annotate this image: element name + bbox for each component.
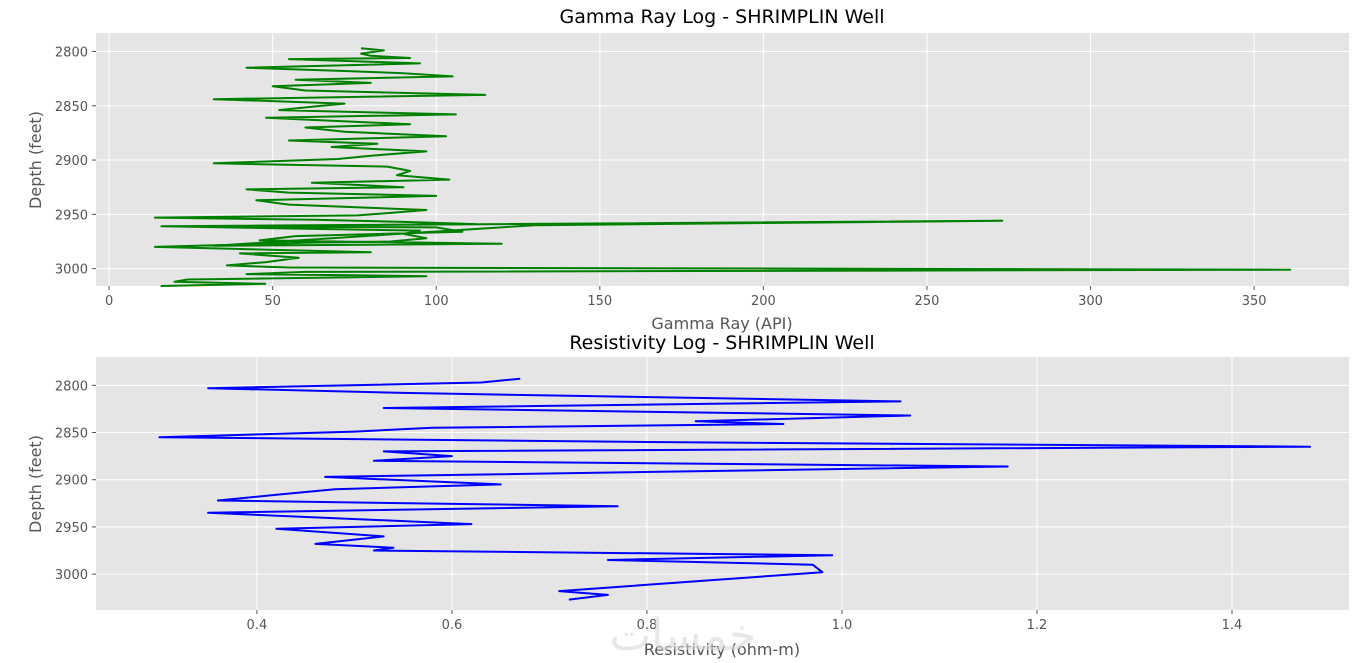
resistivity-ticks: 0.4 0.6 0.8 1.0 1.2 1.4 2800 2850 2900 2950 3000	[55, 379, 1242, 633]
gamma-ray-y-axis-label: Depth (feet)	[26, 111, 45, 209]
gamma-ray-x-tick-label: 300	[1078, 294, 1103, 309]
gamma-ray-x-tick-label: 0	[105, 294, 113, 309]
gamma-ray-x-tick-label: 200	[751, 294, 776, 309]
gamma-ray-x-tick-label: 350	[1242, 294, 1267, 309]
gamma-ray-y-tick-label: 2950	[55, 208, 88, 223]
gamma-ray-y-tick-label: 3000	[55, 263, 88, 278]
gamma-ray-ticks: 0 50 100 150 200 250 300 350 2800 2850 2900 2950 300…	[55, 45, 1267, 309]
resistivity-x-tick-label: 0.4	[247, 618, 268, 633]
gamma-ray-x-tick-label: 150	[587, 294, 612, 309]
resistivity-y-tick-label: 2950	[55, 521, 88, 536]
resistivity-x-tick-label: 1.2	[1027, 618, 1048, 633]
gamma-ray-series-line	[153, 47, 1292, 287]
resistivity-y-tick-label: 2850	[55, 427, 88, 442]
gamma-ray-x-axis-label: Gamma Ray (API)	[651, 314, 792, 333]
resistivity-x-tick-label: 1.4	[1222, 618, 1243, 633]
gamma-ray-y-tick-label: 2900	[55, 154, 88, 169]
resistivity-y-tick-label: 3000	[55, 568, 88, 583]
resistivity-panel: 0.4 0.6 0.8 1.0 1.2 1.4 2800 2850 2900 2950 3000 R…	[26, 332, 1349, 659]
resistivity-chart-title: Resistivity Log - SHRIMPLIN Well	[569, 332, 874, 354]
resistivity-y-axis-label: Depth (feet)	[26, 435, 45, 533]
gamma-ray-chart-title: Gamma Ray Log - SHRIMPLIN Well	[559, 6, 884, 28]
resistivity-x-tick-label: 0.6	[442, 618, 463, 633]
resistivity-y-tick-label: 2800	[55, 379, 88, 394]
gamma-ray-y-tick-label: 2800	[55, 45, 88, 60]
gamma-ray-x-tick-label: 250	[915, 294, 940, 309]
resistivity-x-tick-label: 1.0	[832, 618, 853, 633]
resistivity-series-line	[158, 377, 1311, 601]
watermark-logo: خمسات	[610, 610, 757, 661]
gamma-ray-plot-area	[96, 33, 1349, 286]
resistivity-x-axis-label: Resistivity (ohm-m)	[644, 640, 800, 659]
resistivity-x-tick-label: 0.8	[637, 618, 658, 633]
gamma-ray-panel: 0 50 100 150 200 250 300 350 2800 2850 2900 2950 300…	[26, 6, 1349, 333]
gamma-ray-x-tick-label: 100	[424, 294, 449, 309]
gamma-ray-y-tick-label: 2850	[55, 100, 88, 115]
gamma-ray-x-tick-label: 50	[264, 294, 281, 309]
resistivity-plot-area	[96, 357, 1349, 610]
resistivity-y-tick-label: 2900	[55, 474, 88, 489]
